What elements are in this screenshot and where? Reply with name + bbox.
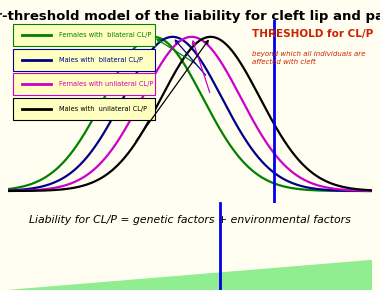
Text: Females with unilateral CL/P: Females with unilateral CL/P: [59, 81, 153, 87]
Polygon shape: [8, 260, 372, 290]
FancyBboxPatch shape: [13, 49, 155, 70]
FancyBboxPatch shape: [13, 73, 155, 95]
FancyBboxPatch shape: [13, 98, 155, 120]
Text: Liability for CL/P = genetic factors + environmental factors: Liability for CL/P = genetic factors + e…: [29, 215, 351, 225]
Text: Four-threshold model of the liability for cleft lip and palate: Four-threshold model of the liability fo…: [0, 10, 380, 23]
Text: Males with  unilateral CL/P: Males with unilateral CL/P: [59, 106, 147, 112]
Text: Females with  bilateral CL/P: Females with bilateral CL/P: [59, 32, 151, 38]
Text: THRESHOLD for CL/P: THRESHOLD for CL/P: [252, 29, 373, 39]
FancyBboxPatch shape: [13, 24, 155, 46]
Text: Males with  bilateral CL/P: Males with bilateral CL/P: [59, 57, 142, 63]
Text: beyond which all individuals are
affected with cleft: beyond which all individuals are affecte…: [252, 51, 366, 65]
